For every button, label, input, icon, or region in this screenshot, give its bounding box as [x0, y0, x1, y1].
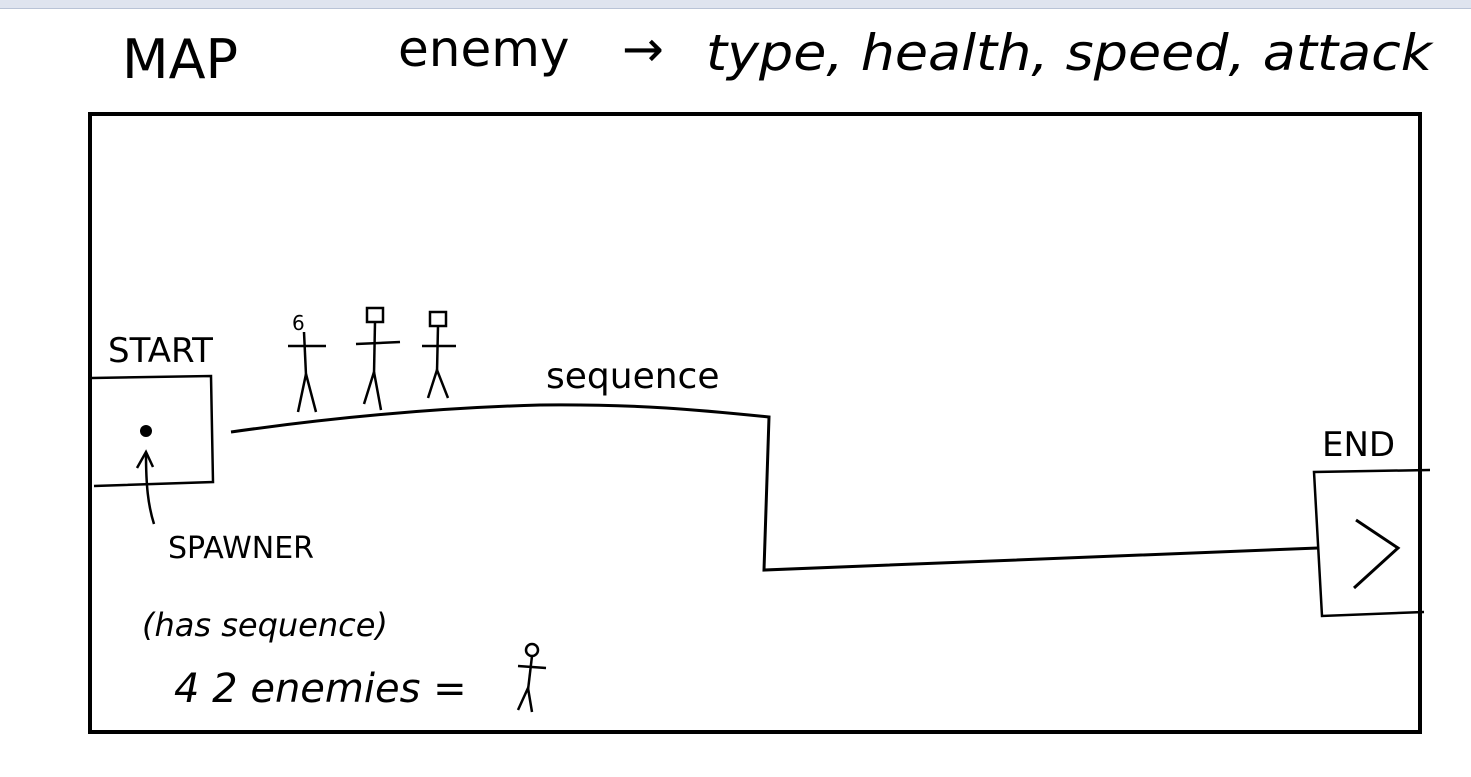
spawner-dot	[140, 425, 152, 437]
enemy-count-label: 4 2 enemies =	[174, 666, 467, 712]
enemy-figure-1: 6	[288, 311, 326, 413]
sequence-label: sequence	[546, 356, 719, 397]
spawner-pointer-head	[135, 449, 155, 469]
end-label: END	[1322, 425, 1395, 465]
window-top-bar	[0, 0, 1471, 9]
end-box	[1312, 468, 1431, 618]
spawner-note: (has sequence)	[142, 606, 388, 644]
map-title: MAP	[122, 28, 238, 91]
spawner-pointer-arrow	[144, 453, 156, 525]
start-box	[91, 374, 215, 488]
map-border	[88, 112, 1422, 734]
enemy-symbol	[516, 642, 547, 713]
enemy-arrow: →	[622, 20, 664, 78]
enemy-attributes: type, health, speed, attack	[706, 24, 1434, 82]
end-arrowhead	[1352, 518, 1401, 590]
enemy-label: enemy	[398, 20, 570, 78]
enemy-path	[230, 403, 1319, 572]
svg-text:6: 6	[292, 311, 305, 335]
start-label: START	[108, 331, 213, 371]
enemy-figure-3	[422, 310, 456, 399]
enemy-figure-2	[355, 306, 401, 411]
spawner-label: SPAWNER	[168, 531, 314, 566]
